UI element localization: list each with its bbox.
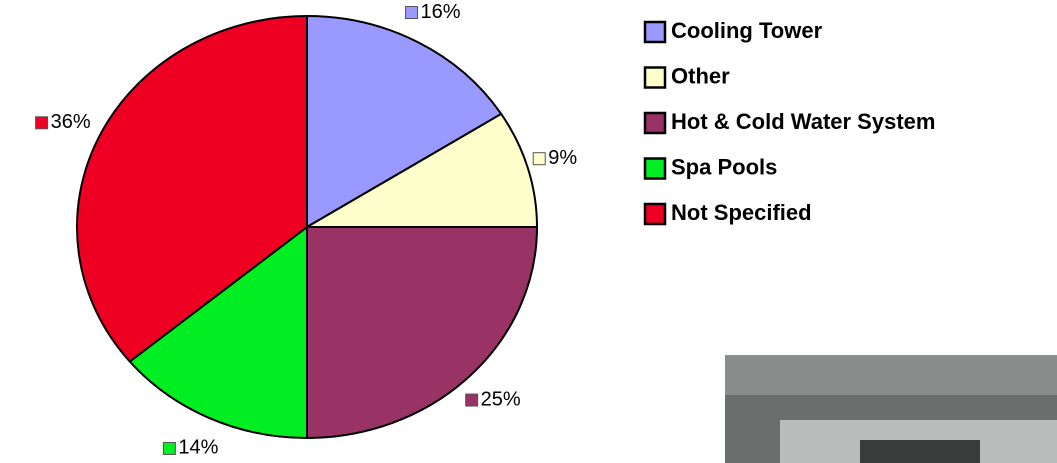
data-label: 14% xyxy=(178,437,218,459)
label-swatch xyxy=(35,116,49,130)
legend-label: Not Specified xyxy=(671,200,812,225)
pie-slice xyxy=(303,112,539,228)
data-label: 36% xyxy=(51,111,91,133)
legend-label: Spa Pools xyxy=(671,154,777,179)
label-swatch xyxy=(162,441,176,455)
photo xyxy=(725,355,1057,463)
label-swatch xyxy=(532,152,546,166)
data-label: 16% xyxy=(421,1,461,23)
data-label: 9% xyxy=(548,147,577,169)
pie-slice xyxy=(306,14,503,229)
pie-slice xyxy=(306,226,539,440)
data-label: 25% xyxy=(481,388,521,410)
legend-label: Cooling Tower xyxy=(671,18,823,43)
legend-swatch xyxy=(643,202,667,226)
label-swatch xyxy=(465,393,479,407)
legend-swatch xyxy=(643,20,667,44)
legend-swatch xyxy=(643,66,667,89)
legend-label: Hot & Cold Water System xyxy=(671,109,935,134)
pie-slice xyxy=(76,14,308,363)
legend-swatch xyxy=(643,111,667,135)
pie-slice xyxy=(128,224,308,440)
legend-label: Other xyxy=(671,63,730,88)
legend-swatch xyxy=(643,157,667,180)
label-swatch xyxy=(405,6,419,20)
